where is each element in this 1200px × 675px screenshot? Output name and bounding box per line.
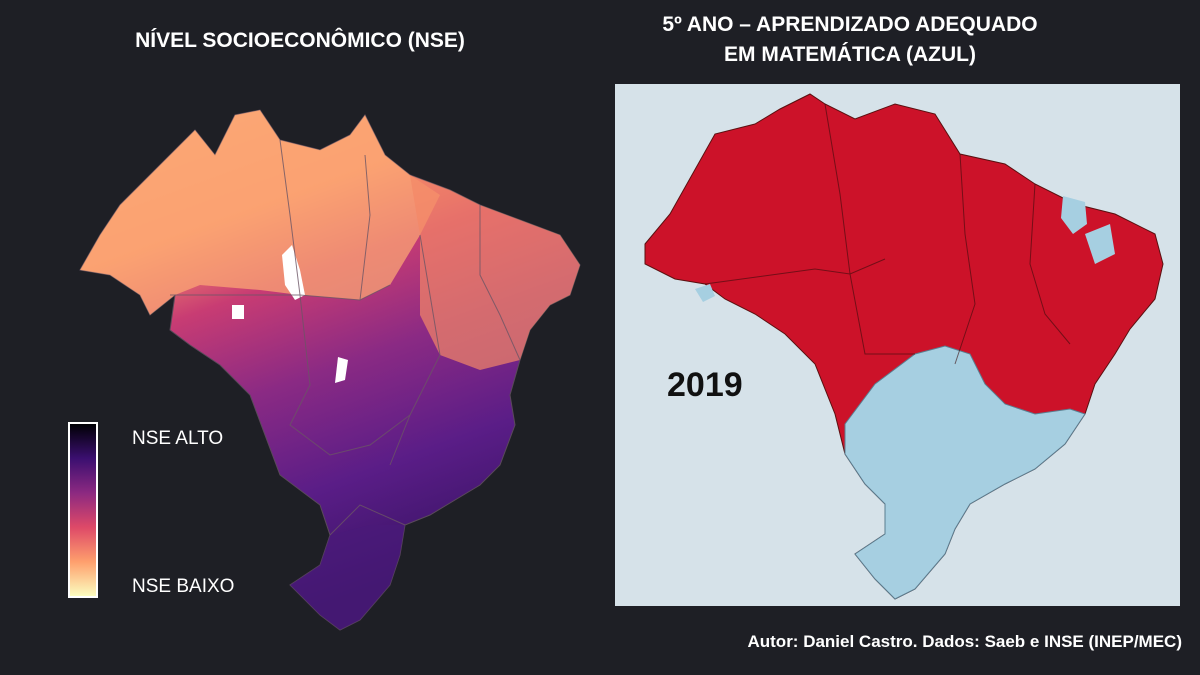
nse-legend-colorbar bbox=[68, 422, 98, 598]
blue-patch-west bbox=[695, 284, 715, 302]
brazil-blue-adequate bbox=[844, 345, 1086, 600]
right-map-title: 5º ANO – APRENDIZADO ADEQUADO EM MATEMÁT… bbox=[610, 10, 1090, 70]
legend-label-high: NSE ALTO bbox=[132, 428, 224, 449]
right-title-line2: EM MATEMÁTICA (AZUL) bbox=[724, 43, 976, 66]
math-learning-map-panel: 2019 bbox=[615, 84, 1180, 606]
blue-patch-northeast bbox=[1061, 196, 1087, 234]
legend-label-low: NSE BAIXO bbox=[132, 576, 235, 597]
right-title-line1: 5º ANO – APRENDIZADO ADEQUADO bbox=[662, 13, 1038, 36]
math-learning-map bbox=[644, 93, 1164, 600]
author-credit: Autor: Daniel Castro. Dados: Saeb e INSE… bbox=[747, 632, 1182, 651]
white-area-2 bbox=[232, 305, 244, 319]
map-year-label: 2019 bbox=[667, 366, 743, 404]
northeast-region bbox=[410, 175, 580, 370]
north-region bbox=[80, 110, 440, 315]
blue-patch-northeast-2 bbox=[1085, 224, 1115, 264]
south-region bbox=[290, 525, 405, 630]
left-map-title: NÍVEL SOCIOECONÔMICO (NSE) bbox=[135, 29, 465, 52]
white-area-3 bbox=[335, 357, 348, 383]
blue-patch-center bbox=[870, 389, 887, 409]
nse-choropleth-map bbox=[79, 109, 581, 631]
